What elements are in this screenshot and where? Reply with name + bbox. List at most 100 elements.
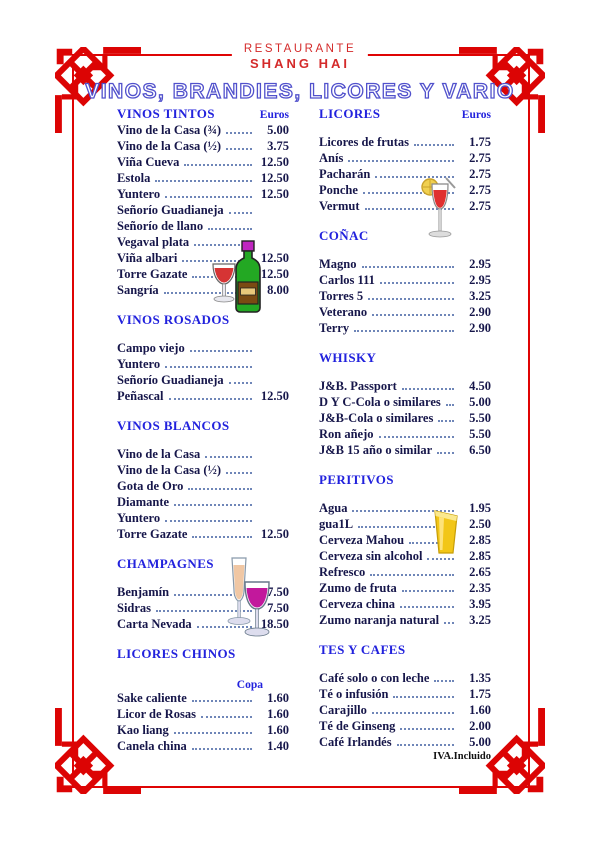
menu-item: Señorío Guadianeja: [117, 373, 289, 389]
section-title: LICORES: [319, 106, 381, 121]
item-name: Campo viejo: [117, 341, 185, 355]
item-name: Señorío Guadianeja: [117, 373, 224, 387]
serving-size-label: Copa: [236, 679, 263, 691]
restaurant-name: RESTAURANTE SHANG HAI: [231, 43, 369, 71]
menu-item: Zumo de fruta 2.35: [319, 581, 491, 597]
menu-item: D Y C-Cola o similares 5.00: [319, 395, 491, 411]
dotted-leader: [364, 208, 454, 210]
item-price: 7.50: [267, 585, 289, 599]
unit-row: Copa: [117, 675, 289, 691]
menu-item: Licores de frutas 1.75: [319, 135, 491, 151]
dotted-leader: [192, 536, 252, 538]
item-price: 5.00: [469, 735, 491, 749]
menu-section-whisky: WHISKY J&B. Passport 4.50 D Y C-Cola o simi…: [319, 350, 491, 459]
menu-section-vinos-tintos: VINOS TINTOS Euros Vino de la Casa (¾) 5.00…: [117, 106, 289, 299]
dotted-leader: [444, 622, 454, 624]
menu-section-licores: LICORES Euros Licores de frutas 1.75 Anís 2.7…: [319, 106, 491, 215]
menu-item: Torre Gazate 12.50: [117, 527, 289, 543]
menu-item: Ron añejo 5.50: [319, 427, 491, 443]
item-name: Ponche: [319, 183, 358, 197]
item-price: 2.35: [469, 581, 491, 595]
menu-item: Señorío Guadianeja: [117, 203, 289, 219]
menu-item: Yuntero: [117, 511, 289, 527]
item-name: J&B-Cola o similares: [319, 411, 434, 425]
item-list: Agua 1.95 gua1L 2.50 Cerveza Mahou 2.85 Cervez…: [319, 501, 491, 629]
menu-item: Café solo o con leche 1.35: [319, 671, 491, 687]
menu-item: Gota de Oro: [117, 479, 289, 495]
menu-item: Anís 2.75: [319, 151, 491, 167]
menu-section-peritivos: PERITIVOS Agua 1.95 gua1L 2.50 Cerveza Mahou 2…: [319, 472, 491, 629]
menu-item: Cerveza sin alcohol 2.85: [319, 549, 491, 565]
dotted-leader: [194, 244, 252, 246]
section-head: LICORES CHINOS: [117, 646, 289, 662]
item-list: Vino de la Casa (¾) 5.00 Vino de la Casa (…: [117, 123, 289, 299]
section-title: COÑAC: [319, 228, 369, 243]
menu-item: Viña Cueva 12.50: [117, 155, 289, 171]
menu-section-licores-chinos: LICORES CHINOS Copa Sake caliente 1.60 Licor…: [117, 646, 289, 755]
dotted-leader: [370, 574, 454, 576]
dotted-leader: [226, 132, 252, 134]
item-price: 1.60: [267, 707, 289, 721]
menu-item: Té de Ginseng 2.00: [319, 719, 491, 735]
item-price: 1.40: [267, 739, 289, 753]
item-name: Magno: [319, 257, 357, 271]
menu-body: VINOS TINTOS Euros Vino de la Casa (¾) 5.00…: [117, 106, 491, 755]
menu-item: Peñascal 12.50: [117, 389, 289, 405]
item-list: Licores de frutas 1.75 Anís 2.75 Pacharán 2.7…: [319, 135, 491, 215]
item-price: 12.50: [260, 155, 289, 169]
dotted-leader: [228, 212, 252, 214]
item-name: Café solo o con leche: [319, 671, 430, 685]
dotted-leader: [378, 436, 454, 438]
item-price: 2.95: [469, 273, 491, 287]
item-name: Vino de la Casa: [117, 447, 201, 461]
item-name: Torre Gazate: [117, 527, 188, 541]
item-name: Sake caliente: [117, 691, 187, 705]
item-name: Carlos 111: [319, 273, 375, 287]
item-price: 2.75: [469, 151, 491, 165]
dotted-leader: [437, 452, 454, 454]
item-name: Cerveza china: [319, 597, 396, 611]
menu-item: Sangría 8.00: [117, 283, 289, 299]
item-name: Vino de la Casa (½): [117, 139, 222, 153]
restaurant-name-line2: SHANG HAI: [250, 56, 350, 71]
dotted-leader: [409, 542, 454, 544]
item-name: Kao liang: [117, 723, 169, 737]
menu-item: Pacharán 2.75: [319, 167, 491, 183]
menu-section-tes-y-cafes: TES Y CAFES Café solo o con leche 1.35 Té o…: [319, 642, 491, 751]
item-price: 12.50: [260, 267, 289, 281]
item-name: gua1L: [319, 517, 354, 531]
item-name: Vegaval plata: [117, 235, 190, 249]
item-price: 5.00: [469, 395, 491, 409]
item-name: J&B 15 año o similar: [319, 443, 433, 457]
menu-item: Carlos 111 2.95: [319, 273, 491, 289]
menu-item: Cerveza Mahou 2.85: [319, 533, 491, 549]
item-name: Diamante: [117, 495, 170, 509]
dotted-leader: [196, 626, 252, 628]
dotted-leader: [352, 510, 454, 512]
menu-item: Ponche 2.75: [319, 183, 491, 199]
section-title: VINOS BLANCOS: [117, 418, 230, 433]
item-price: 1.60: [267, 723, 289, 737]
item-price: 6.50: [469, 443, 491, 457]
dotted-leader: [401, 590, 454, 592]
currency-label: Euros: [259, 109, 289, 121]
dotted-leader: [358, 526, 454, 528]
dotted-leader: [354, 330, 454, 332]
item-price: 3.25: [469, 289, 491, 303]
section-head: PERITIVOS: [319, 472, 491, 488]
item-price: 2.85: [469, 533, 491, 547]
dotted-leader: [368, 298, 454, 300]
item-name: Señorío Guadianeja: [117, 203, 224, 217]
item-name: Vermut: [319, 199, 360, 213]
item-name: Torre Gazate: [117, 267, 188, 281]
dotted-leader: [438, 420, 454, 422]
wine-bottle-and-glass-icon: [209, 240, 267, 316]
champagne-glasses-icon: [219, 556, 277, 646]
menu-item: Magno 2.95: [319, 257, 491, 273]
item-list: Sake caliente 1.60 Licor de Rosas 1.60 Kao l…: [117, 691, 289, 755]
item-name: Benjamín: [117, 585, 170, 599]
item-price: 2.75: [469, 199, 491, 213]
section-title: VINOS ROSADOS: [117, 312, 230, 327]
menu-item: Licor de Rosas 1.60: [117, 707, 289, 723]
dotted-leader: [156, 610, 252, 612]
